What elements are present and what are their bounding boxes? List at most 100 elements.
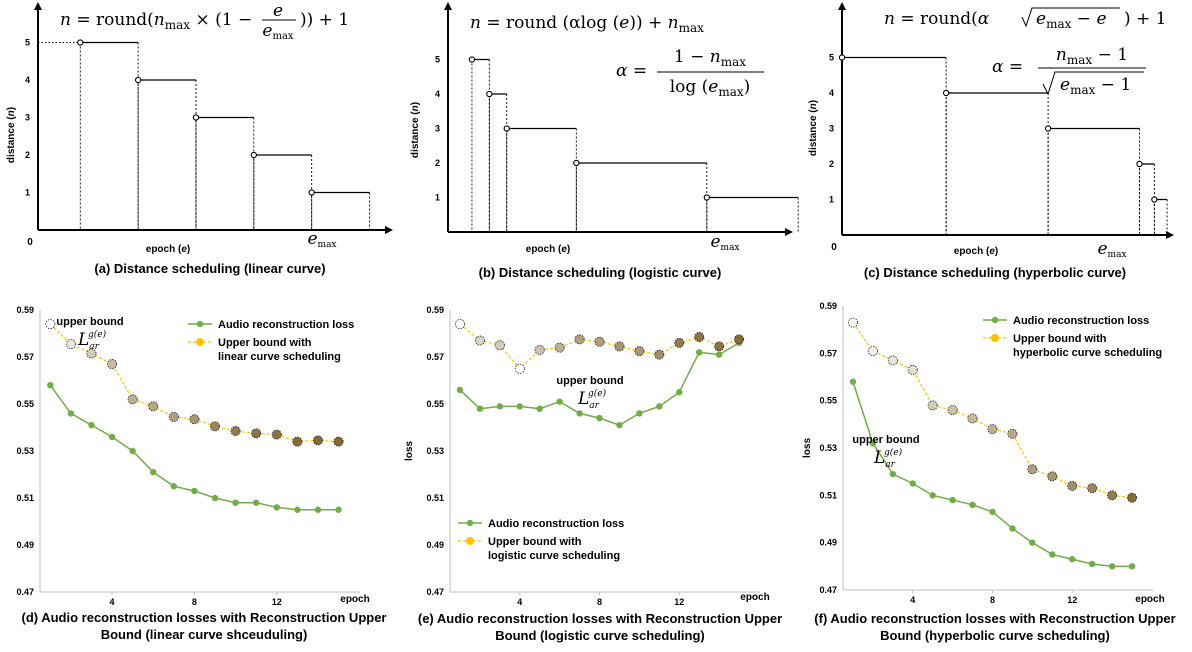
y-tick-label: 3: [25, 113, 30, 123]
formula-b: n = round (αlog (e)) + nmax: [470, 13, 704, 35]
point-upper-bound: [65, 339, 76, 350]
point-upper-bound: [947, 405, 958, 416]
y-tick-label: 0.49: [16, 540, 34, 550]
legend-marker-audio-loss: [466, 519, 474, 527]
point-audio-loss: [170, 483, 178, 490]
x-axis-arrow: [385, 226, 393, 234]
point-upper-bound: [514, 363, 525, 374]
y-tick-label: 0.47: [16, 587, 34, 597]
y-tick-label: 0.53: [16, 446, 34, 456]
x-tick-label: 12: [1067, 595, 1077, 605]
point-upper-bound: [1047, 471, 1058, 482]
x-tick-label: 8: [192, 597, 197, 607]
y-tick-label: 0.57: [426, 352, 444, 362]
point-audio-loss: [869, 440, 877, 447]
formula-c-num: nmax − 1: [1056, 45, 1128, 67]
formula-c-root: emax − e: [1036, 9, 1107, 31]
point-audio-loss: [1069, 556, 1076, 563]
schedule-chart-b: 1 2 3 4 5 distance (n) epoch (e) emax n = round …: [410, 2, 799, 255]
legend-label-upper-bound-2: linear curve scheduling: [218, 351, 341, 363]
point-audio-loss: [949, 496, 956, 504]
loss-panel-e: 0.47 0.49 0.51 0.53 0.55 0.57 0.59 4 8 12 epoch los…: [400, 292, 800, 652]
point-upper-bound: [209, 421, 220, 432]
y-tick-label: 5: [435, 55, 440, 65]
x-tick-label: 4: [517, 597, 522, 607]
point-upper-bound: [847, 317, 858, 328]
point-audio-loss: [232, 499, 239, 506]
point-upper-bound: [474, 335, 485, 346]
point-upper-bound: [148, 401, 159, 412]
point-audio-loss: [150, 468, 157, 476]
point-upper-bound: [987, 424, 998, 435]
point-audio-loss: [1128, 563, 1136, 570]
point-audio-loss: [47, 382, 54, 389]
point-audio-loss: [252, 499, 260, 506]
y-tick-label: 0.51: [819, 490, 837, 500]
caption-b: (b) Distance scheduling (logistic curve): [478, 265, 722, 280]
y-tick-label: 0.51: [16, 493, 34, 503]
y-tick-label: 0.59: [16, 305, 34, 315]
formula-c-tail: ) + 1: [1124, 9, 1167, 29]
point-upper-bound: [1007, 428, 1018, 439]
y-axis-label: distance (n): [410, 102, 421, 158]
y-tick-label: 0.59: [819, 301, 837, 311]
point-audio-loss: [576, 410, 583, 417]
x-axis-label: epoch: [1135, 594, 1164, 605]
origin-label: 0: [27, 237, 33, 248]
point-audio-loss: [1108, 563, 1116, 570]
formula-c-alpha: α =: [992, 57, 1023, 77]
step-point: [192, 114, 200, 121]
schedule-panel-b: 1 2 3 4 5 distance (n) epoch (e) emax n = round …: [400, 0, 800, 280]
y-tick-label: 0.57: [819, 348, 837, 358]
point-audio-loss: [496, 403, 504, 410]
y-axis-arrow: [34, 2, 42, 10]
point-upper-bound: [967, 413, 978, 424]
caption-e: (e) Audio reconstruction losses with Rec…: [417, 611, 783, 643]
point-audio-loss: [191, 487, 198, 495]
legend-label-upper-bound-1: Upper bound with: [488, 536, 582, 548]
y-tick-label: 5: [25, 38, 30, 48]
origin-label: 0: [831, 242, 837, 253]
point-audio-loss: [676, 389, 683, 396]
x-tick-label: 4: [110, 597, 115, 607]
y-tick-label: 0.51: [426, 493, 444, 503]
legend-marker-upper-bound: [466, 537, 474, 545]
y-tick-label: 2: [25, 150, 30, 160]
step-point: [1151, 196, 1158, 203]
point-upper-bound: [251, 428, 262, 439]
x-axis-label: epoch (e): [146, 244, 190, 255]
point-audio-loss: [294, 506, 301, 513]
y-tick-label: 0.47: [426, 587, 444, 597]
point-upper-bound: [1107, 490, 1118, 501]
point-audio-loss: [849, 378, 857, 385]
y-axis-label: loss: [802, 438, 813, 458]
y-tick-label: 2: [435, 158, 440, 168]
y-tick-label: 3: [829, 124, 834, 134]
point-upper-bound: [494, 340, 505, 351]
point-audio-loss: [67, 410, 75, 417]
point-audio-loss: [1029, 539, 1036, 546]
point-audio-loss: [889, 470, 897, 478]
step-point: [838, 54, 846, 61]
annotation-upper-bound: upper bound: [56, 316, 123, 328]
y-tick-label: 1: [25, 188, 30, 198]
point-audio-loss: [989, 508, 996, 516]
caption-f: (f) Audio reconstruction losses with Rec…: [814, 611, 1176, 643]
y-tick-label: 0.47: [819, 585, 837, 595]
emax-label: emax: [710, 232, 739, 253]
caption-d: (d) Audio reconstruction losses with Rec…: [21, 610, 387, 642]
point-upper-bound: [312, 435, 323, 446]
loss-chart-e: 0.47 0.49 0.51 0.53 0.55 0.57 0.59 4 8 12 epoch los…: [404, 305, 770, 607]
point-audio-loss: [211, 494, 219, 502]
schedule-chart-a: 1 2 3 4 5 distance (n) epoch (e) emax 0 n = round…: [6, 1, 393, 255]
legend-label-upper-bound-1: Upper bound with: [1013, 333, 1107, 345]
point-audio-loss: [715, 351, 723, 358]
loss-panel-f: 0.47 0.49 0.51 0.53 0.55 0.57 0.59 4 8 12 epoch los…: [798, 292, 1192, 652]
x-axis-label: epoch: [340, 594, 369, 605]
legend-marker-upper-bound: [991, 334, 999, 342]
formula-b-den: log (emax): [670, 77, 751, 99]
y-tick-label: 0.49: [819, 538, 837, 548]
point-audio-loss: [556, 398, 563, 405]
x-axis-label: epoch (e): [526, 244, 570, 255]
point-upper-bound: [614, 341, 625, 352]
